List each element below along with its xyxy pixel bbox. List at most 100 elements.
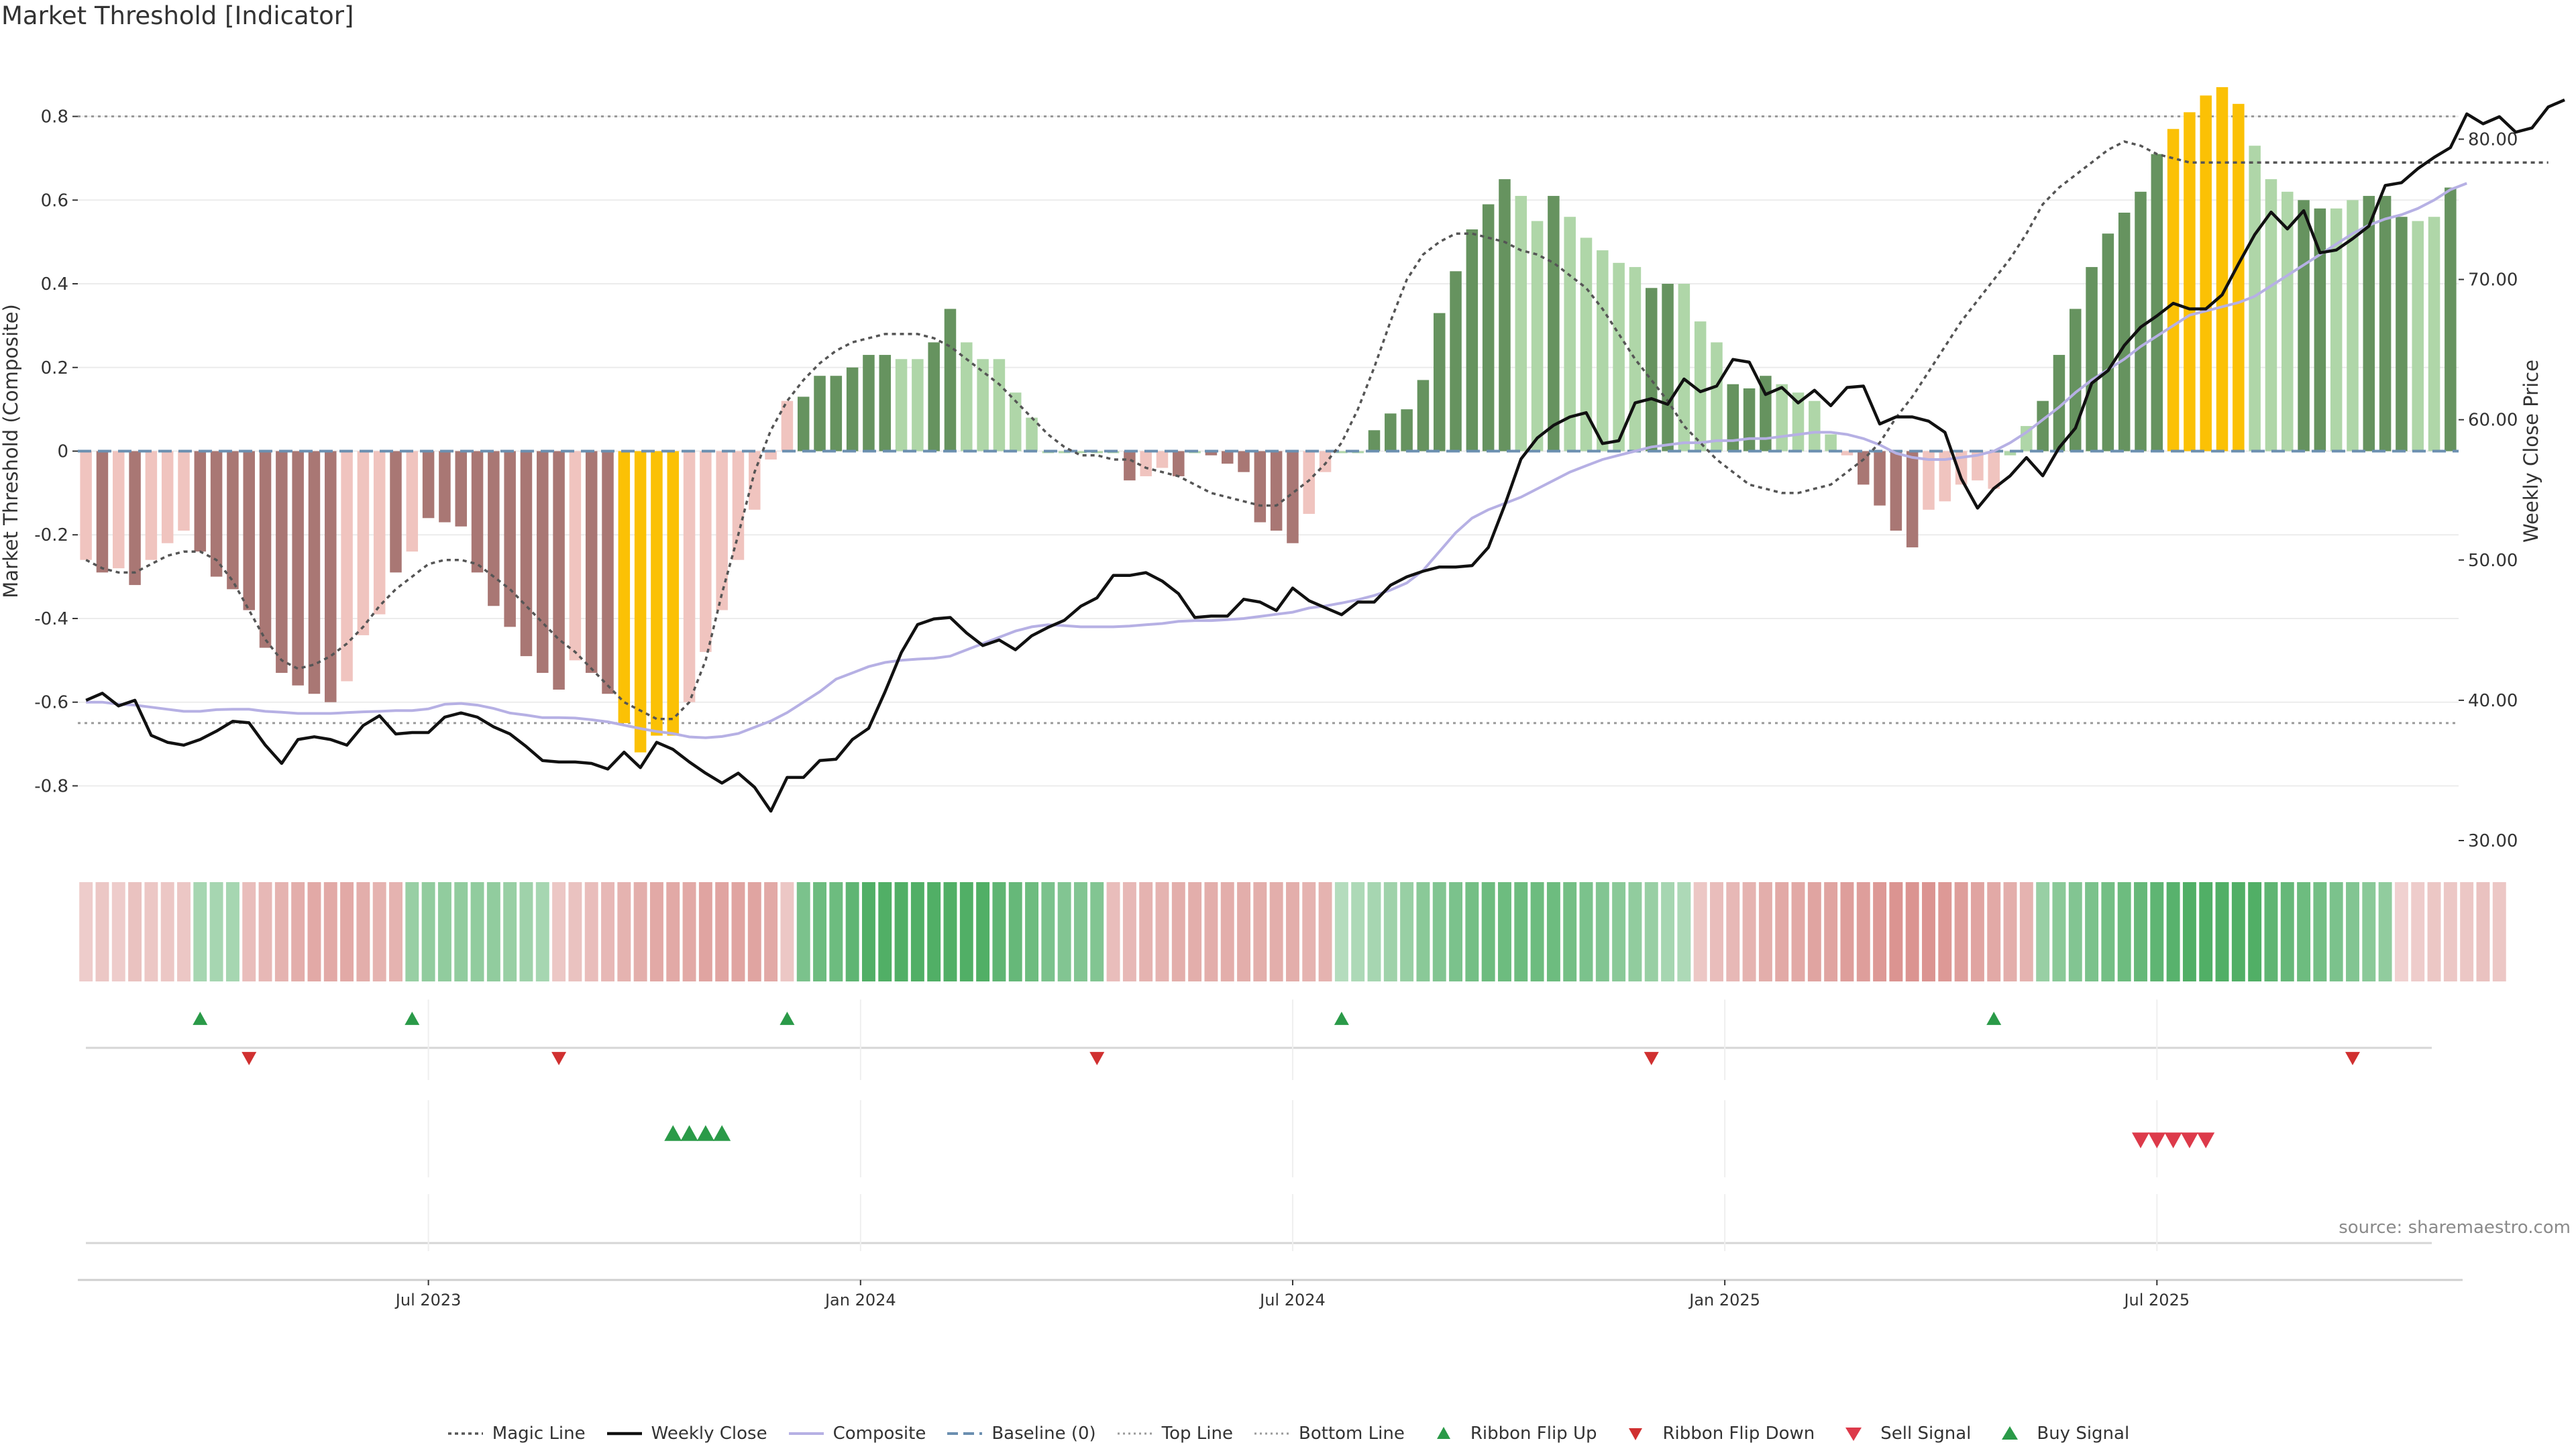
composite-bar: [422, 451, 435, 519]
composite-bar: [1075, 451, 1087, 453]
ribbon-cell: [437, 882, 451, 981]
ribbon-cell: [1400, 882, 1414, 981]
ribbon-cell: [1432, 882, 1446, 981]
ribbon-cell: [111, 882, 125, 981]
legend-swatch: [1617, 1425, 1654, 1442]
ribbon-cell: [1595, 882, 1609, 981]
left-tick-label: 0.8: [41, 107, 68, 127]
ribbon-cell: [1546, 882, 1560, 981]
legend-item-bottom: Bottom Line: [1253, 1424, 1405, 1444]
composite-bar: [1124, 451, 1136, 481]
ribbon-cell: [1677, 882, 1691, 981]
composite-bar: [2379, 196, 2392, 451]
composite-bar: [1629, 267, 1642, 451]
composite-bar: [2167, 129, 2180, 451]
composite-bar: [2396, 217, 2408, 451]
ribbon-cell: [649, 882, 663, 981]
ribbon-cell: [1498, 882, 1511, 981]
composite-bar: [928, 342, 940, 451]
ribbon-flip-down-marker: [1644, 1052, 1659, 1065]
composite-bar: [1417, 380, 1430, 451]
ribbon-cell: [1856, 882, 1870, 981]
ribbon-cell: [1008, 882, 1022, 981]
composite-bar: [1401, 409, 1413, 451]
composite-bar: [1841, 451, 1854, 455]
composite-bar: [1678, 284, 1690, 451]
ribbon-cell: [2150, 882, 2164, 981]
ribbon-cell: [568, 882, 582, 981]
x-axis: Jul 2023 Jan 2024 Jul 2024 Jan 2025 Jul 2025: [78, 1279, 2463, 1309]
ribbon-cell: [1057, 882, 1071, 981]
composite-bar: [2102, 233, 2114, 451]
left-tick-label: -0.2: [34, 525, 68, 545]
ribbon-cell: [992, 882, 1006, 981]
composite-bar: [1336, 451, 1348, 453]
ribbon-cell: [1139, 882, 1153, 981]
ribbon-cell: [959, 882, 973, 981]
composite-bar: [194, 451, 207, 552]
ribbon-flip-up-marker: [1986, 1012, 2002, 1025]
ribbon-cell: [144, 882, 158, 981]
composite-bar: [1597, 250, 1609, 451]
ribbon-cell: [2411, 882, 2425, 981]
composite-bar: [634, 451, 647, 753]
composite-bar: [2265, 179, 2277, 451]
composite-bar: [292, 451, 304, 686]
ribbon-strip: [79, 882, 2506, 981]
ribbon-cell: [2346, 882, 2359, 981]
ribbon-cell: [682, 882, 696, 981]
composite-bar: [1711, 342, 1723, 451]
legend-label: Baseline (0): [991, 1424, 1096, 1444]
composite-bar: [1156, 451, 1169, 468]
ribbon-cell: [601, 882, 614, 981]
ribbon-cell: [2443, 882, 2457, 981]
buy-signal-marker: [713, 1125, 731, 1141]
ribbon-cell: [242, 882, 256, 981]
ribbon-cell: [2394, 882, 2408, 981]
ribbon-cell: [1334, 882, 1348, 981]
signal-markers: [193, 1012, 2360, 1148]
composite-bar: [1482, 204, 1495, 451]
ribbon-cell: [1775, 882, 1789, 981]
composite-bar: [846, 367, 859, 451]
composite-bar: [1743, 388, 1756, 451]
composite-bar: [439, 451, 451, 523]
legend-item-flip-down: Ribbon Flip Down: [1617, 1424, 1815, 1444]
ribbon-cell: [1416, 882, 1430, 981]
legend-label: Weekly Close: [651, 1424, 767, 1444]
ribbon-cell: [666, 882, 680, 981]
ribbon-cell: [2362, 882, 2376, 981]
composite-bar: [537, 451, 549, 674]
ribbon-cell: [731, 882, 745, 981]
composite-bar: [2021, 426, 2033, 451]
ribbon-cell: [2231, 882, 2245, 981]
composite-bar: [585, 451, 598, 674]
legend-item-magic: Magic Line: [447, 1424, 586, 1444]
ribbon-cell: [1644, 882, 1658, 981]
composite-bar: [700, 451, 712, 652]
composite-bar: [2445, 187, 2457, 451]
left-tick-label: 0: [57, 442, 68, 462]
legend-item-sell: Sell Signal: [1835, 1424, 1971, 1444]
ribbon-cell: [764, 882, 778, 981]
legend-swatch: [946, 1425, 983, 1442]
composite-bar: [2298, 200, 2310, 451]
ribbon-cell: [503, 882, 517, 981]
composite-bar: [1694, 321, 1707, 451]
composite-bar: [259, 451, 272, 648]
composite-bar: [1433, 313, 1446, 451]
composite-bar: [1319, 451, 1332, 472]
ribbon-cell: [405, 882, 419, 981]
composite-bar: [781, 400, 794, 451]
composite-bar: [406, 451, 419, 552]
legend-swatch: [788, 1425, 825, 1442]
composite-bar: [129, 451, 141, 586]
ribbon-cell: [1269, 882, 1283, 981]
composite-bar: [390, 451, 402, 573]
composite-bar: [357, 451, 370, 635]
composite-bar: [520, 451, 533, 657]
ribbon-cell: [1628, 882, 1642, 981]
legend-item-top: Top Line: [1116, 1424, 1233, 1444]
ribbon-cell: [910, 882, 924, 981]
legend-swatch: [1116, 1425, 1154, 1442]
